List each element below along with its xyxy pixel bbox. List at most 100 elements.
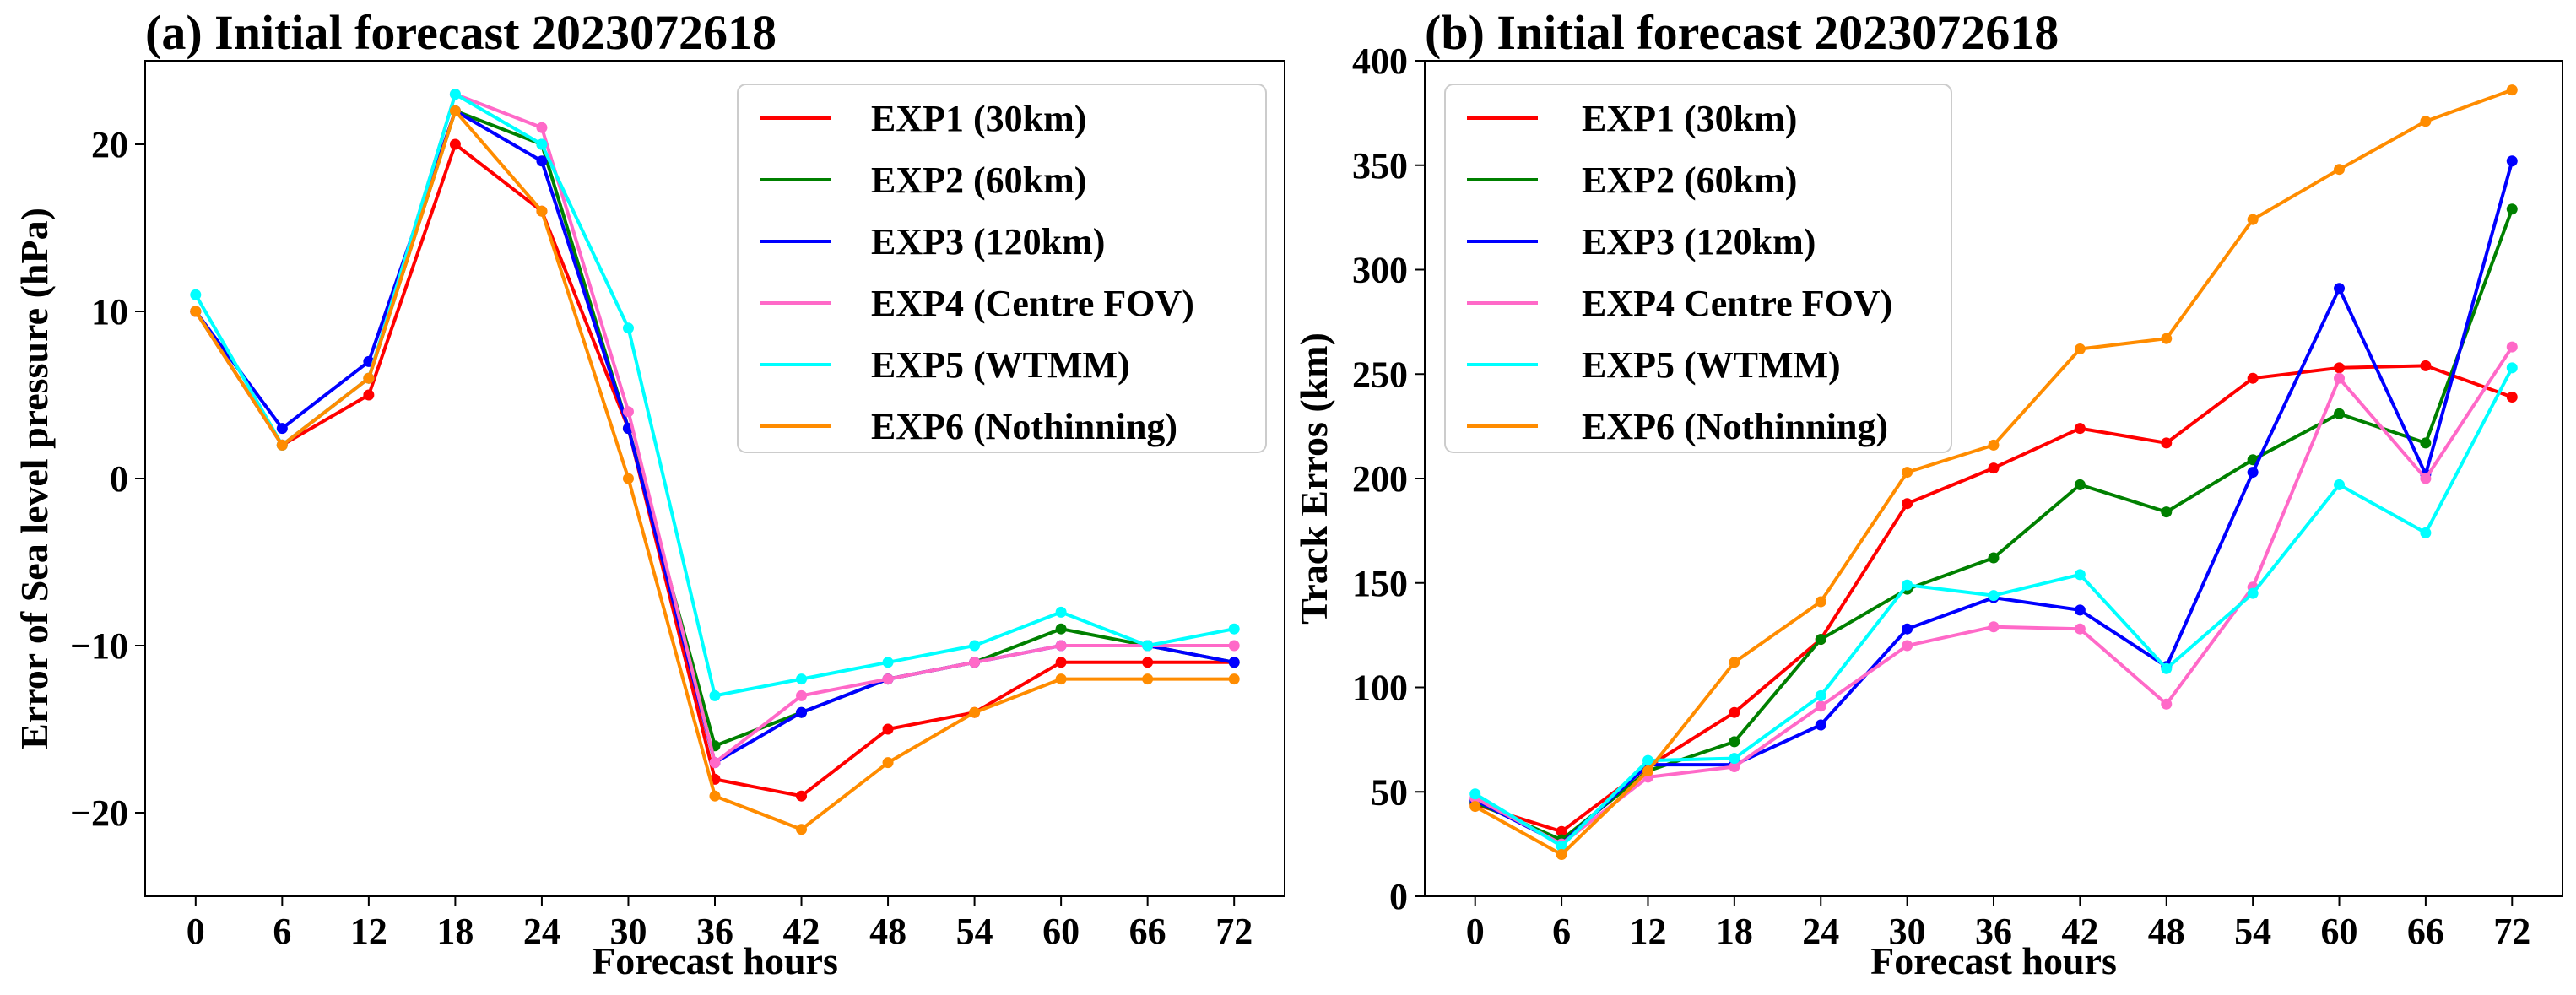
data-point [709, 689, 721, 701]
data-point [709, 790, 721, 802]
x-tick-label: 54 [956, 911, 993, 952]
data-point [2161, 698, 2173, 710]
legend-label: EXP2 (60km) [871, 160, 1086, 201]
data-point [276, 439, 288, 451]
x-tick-label: 18 [1716, 911, 1753, 952]
data-point [969, 706, 981, 718]
data-point [276, 423, 288, 435]
data-point [2161, 662, 2173, 674]
x-tick-label: 0 [1466, 911, 1485, 952]
data-point [1142, 657, 1154, 668]
data-point [1055, 623, 1067, 635]
data-point [2247, 372, 2259, 384]
y-tick-label: 20 [91, 124, 128, 165]
x-tick-label: 6 [1552, 911, 1571, 952]
data-point [2334, 372, 2346, 384]
data-point [1902, 579, 1913, 591]
data-point [1902, 498, 1913, 510]
data-point [1228, 673, 1240, 685]
panel-b-legend: EXP1 (30km) EXP2 (60km) EXP3 (120km) EXP4 C… [1444, 84, 1952, 453]
data-point [1988, 462, 2000, 474]
x-tick-label: 18 [436, 911, 474, 952]
panel-b-series [1469, 84, 2518, 860]
data-point [709, 757, 721, 769]
data-point [2161, 437, 2173, 449]
x-tick-label: 36 [1975, 911, 2012, 952]
data-point [882, 657, 894, 668]
data-point [2074, 623, 2086, 635]
data-point [2074, 423, 2086, 435]
panel-b-y-axis-label: Track Erros (km) [1292, 333, 1335, 625]
data-point [449, 105, 461, 116]
data-point [882, 673, 894, 685]
x-tick-label: 60 [2321, 911, 2358, 952]
data-point [1228, 657, 1240, 668]
data-point [2420, 437, 2432, 449]
legend-label: EXP3 (120km) [1582, 221, 1816, 262]
data-point [1729, 753, 1740, 765]
legend-label: EXP1 (30km) [871, 98, 1086, 139]
legend-label: EXP2 (60km) [1582, 160, 1797, 201]
data-point [2334, 164, 2346, 176]
data-point [1556, 841, 1567, 852]
x-tick-label: 60 [1042, 911, 1080, 952]
data-point [2074, 569, 2086, 581]
data-point [1815, 719, 1826, 731]
panel-a-y-ticks: −20 −10 0 10 20 [70, 124, 145, 834]
data-point [1228, 623, 1240, 635]
y-tick-label: 250 [1352, 354, 1408, 395]
data-point [1902, 623, 1913, 635]
panel-a-x-axis-label: Forecast hours [592, 939, 838, 982]
data-point [536, 122, 548, 133]
data-point [1055, 640, 1067, 652]
panel-a-legend: EXP1 (30km) EXP2 (60km) EXP3 (120km) EXP4 (… [737, 84, 1267, 453]
data-point [1902, 467, 1913, 479]
data-point [2506, 84, 2518, 96]
data-point [2420, 473, 2432, 484]
data-point [2506, 362, 2518, 374]
data-point [1055, 673, 1067, 685]
data-point [1142, 673, 1154, 685]
legend-label: EXP1 (30km) [1582, 98, 1797, 139]
x-tick-label: 66 [1129, 911, 1166, 952]
data-point [1729, 736, 1740, 748]
y-tick-label: 0 [110, 458, 128, 500]
y-tick-label: 0 [1389, 876, 1408, 917]
panel-a-legend-box [737, 84, 1267, 453]
panel-a-legend-items: EXP1 (30km) EXP2 (60km) EXP3 (120km) EXP4 (… [760, 98, 1194, 447]
data-point [2247, 587, 2259, 599]
data-point [2506, 203, 2518, 215]
x-tick-label: 24 [1802, 911, 1839, 952]
data-point [2334, 283, 2346, 295]
data-point [796, 790, 808, 802]
legend-label: EXP4 (Centre FOV) [871, 283, 1194, 324]
series-6 [190, 105, 1240, 835]
data-point [2334, 362, 2346, 374]
data-point [2334, 479, 2346, 490]
panel-b-x-axis-label: Forecast hours [1870, 939, 2117, 982]
data-point [1228, 640, 1240, 652]
data-point [1988, 552, 2000, 564]
data-point [796, 706, 808, 718]
data-point [2247, 214, 2259, 225]
data-point [1729, 657, 1740, 668]
legend-label: EXP6 (Nothinning) [871, 406, 1177, 447]
series-6 [1469, 84, 2518, 860]
panel-b-x-ticks: 0 6 12 18 24 30 36 42 48 54 60 66 72 [1466, 896, 2530, 952]
data-point [1815, 689, 1826, 701]
data-point [2074, 604, 2086, 616]
data-point [1902, 640, 1913, 652]
data-point [1815, 596, 1826, 608]
legend-label: EXP4 Centre FOV) [1582, 283, 1892, 324]
x-tick-label: 48 [869, 911, 906, 952]
data-point [882, 723, 894, 735]
panel-a-y-axis-label: Error of Sea level pressure (hPa) [13, 208, 56, 749]
x-tick-label: 42 [2061, 911, 2098, 952]
data-point [2161, 506, 2173, 518]
y-tick-label: 150 [1352, 563, 1408, 604]
data-point [190, 306, 202, 317]
data-point [622, 406, 634, 418]
x-tick-label: 72 [2493, 911, 2530, 952]
data-point [1988, 590, 2000, 602]
data-point [536, 138, 548, 150]
